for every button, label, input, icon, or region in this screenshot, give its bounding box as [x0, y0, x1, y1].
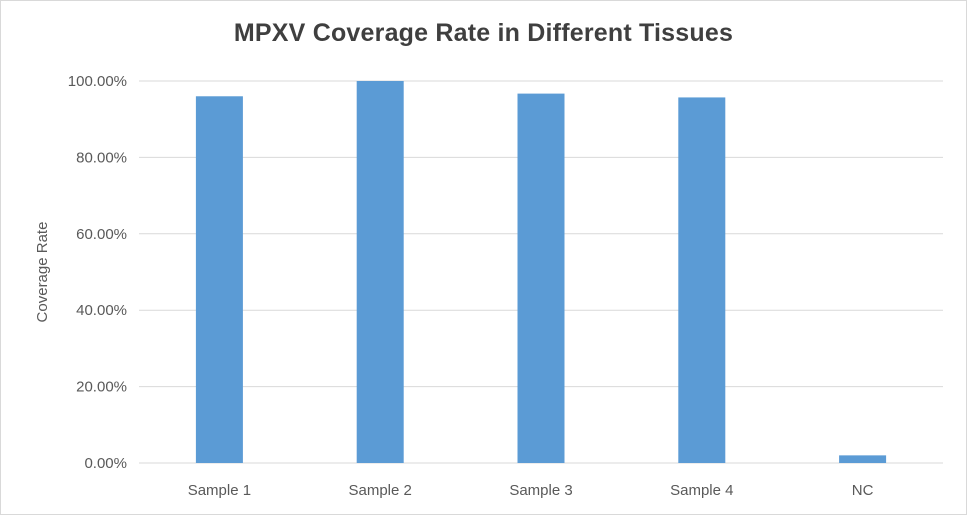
x-tick-label: Sample 3 — [509, 482, 572, 499]
y-tick-label: 80.00% — [76, 149, 127, 166]
x-tick-label: NC — [852, 482, 874, 499]
x-tick-labels: Sample 1 Sample 2 Sample 3 Sample 4 NC — [188, 482, 874, 499]
y-tick-label: 40.00% — [76, 302, 127, 319]
y-tick-label: 0.00% — [84, 455, 127, 472]
bar — [839, 455, 887, 463]
x-tick-label: Sample 4 — [670, 482, 733, 499]
y-tick-label: 60.00% — [76, 226, 127, 243]
y-tick-label: 20.00% — [76, 379, 127, 396]
y-tick-label: 100.00% — [68, 73, 127, 90]
bars — [195, 81, 887, 464]
bar — [678, 97, 726, 464]
bar — [356, 81, 404, 463]
bar — [195, 96, 243, 463]
bar — [517, 93, 565, 463]
chart-title: MPXV Coverage Rate in Different Tissues — [233, 19, 734, 47]
x-tick-label: Sample 1 — [188, 482, 251, 499]
x-tick-label: Sample 2 — [349, 482, 412, 499]
y-tick-labels: 0.00% 20.00% 40.00% 60.00% 80.00% 100.00% — [68, 73, 127, 472]
y-axis-title: Coverage Rate — [34, 222, 51, 323]
